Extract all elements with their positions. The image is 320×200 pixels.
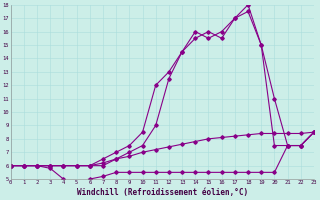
X-axis label: Windchill (Refroidissement éolien,°C): Windchill (Refroidissement éolien,°C): [77, 188, 248, 197]
